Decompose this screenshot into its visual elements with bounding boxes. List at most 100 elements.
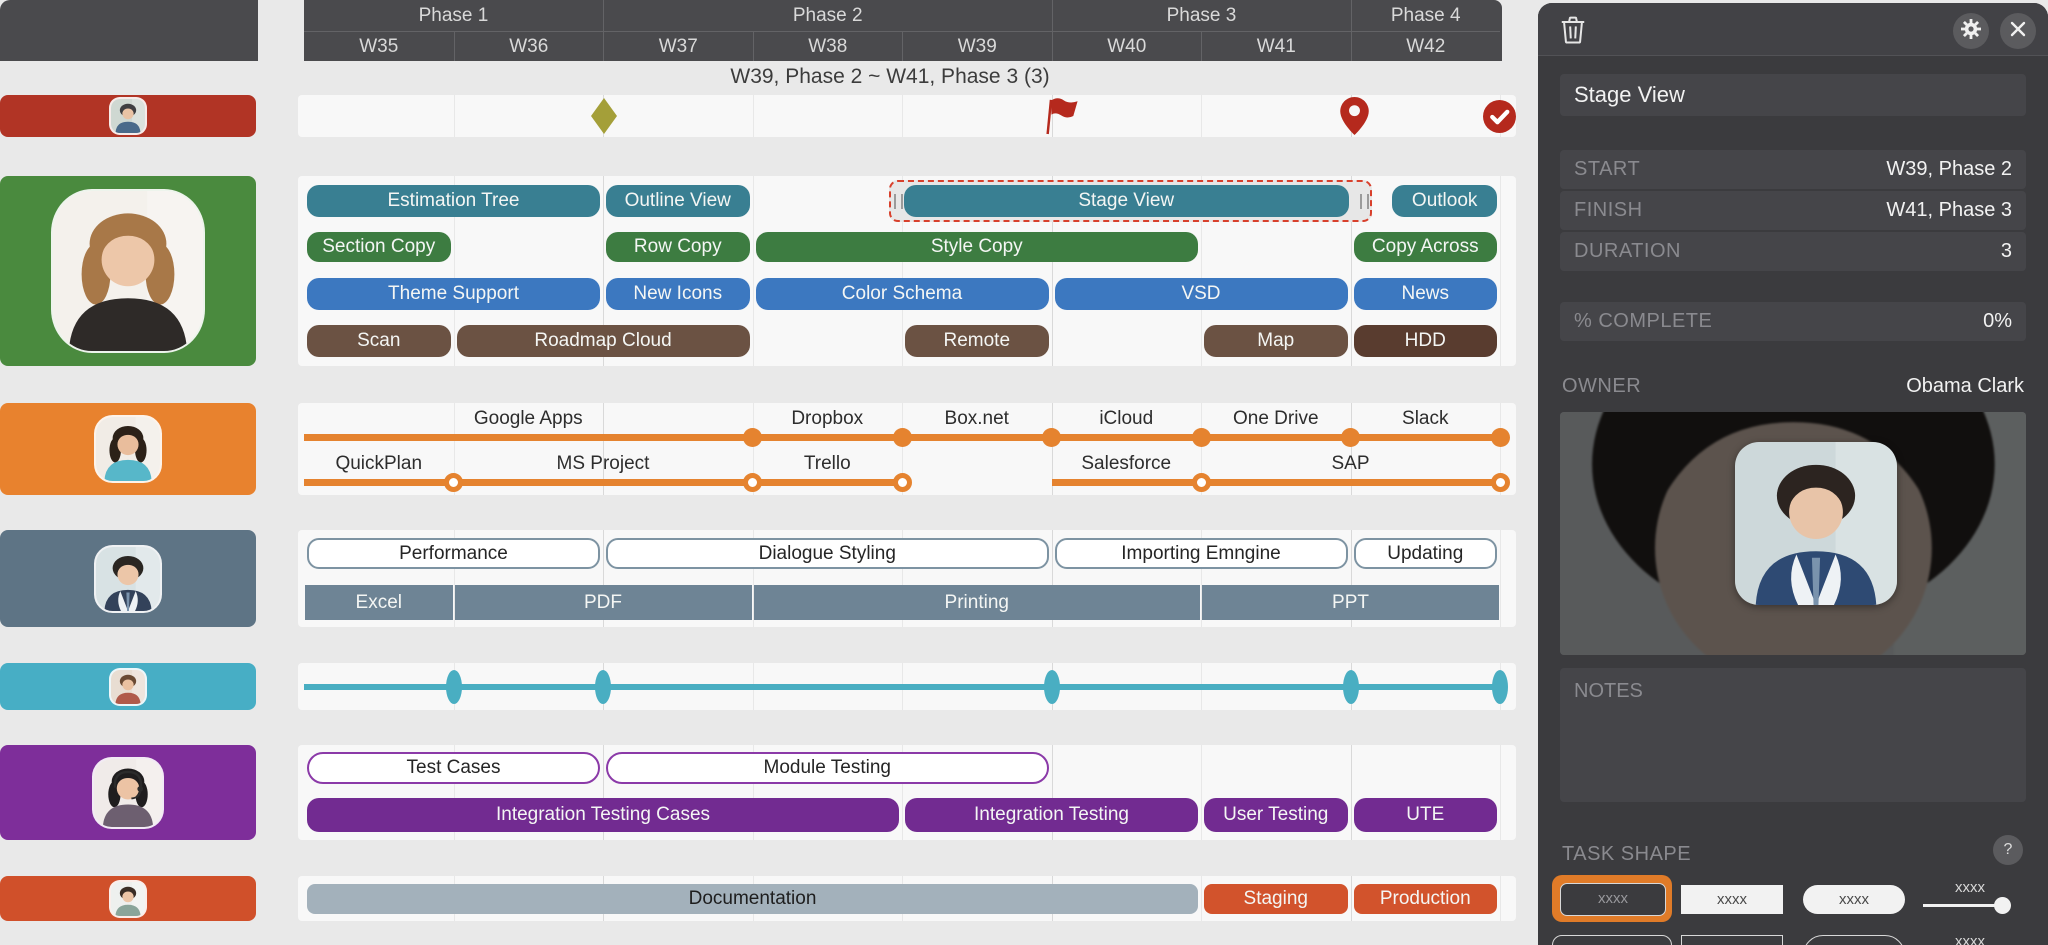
task-bar[interactable]: Excel (305, 585, 453, 620)
milestone-diamond-icon[interactable] (585, 95, 623, 137)
shape-option-line-dot-label[interactable]: xxxx (1955, 879, 1985, 896)
task-bar[interactable]: PPT (1202, 585, 1499, 620)
task-line-segment[interactable] (1051, 479, 1500, 486)
drag-handle-left[interactable] (894, 193, 903, 209)
task-bar[interactable]: New Icons (606, 278, 750, 310)
task-bar[interactable]: Copy Across (1353, 232, 1497, 262)
milestone-flag-icon[interactable] (1041, 95, 1079, 137)
timeline-node[interactable] (1342, 670, 1359, 704)
line-task-label[interactable]: QuickPlan (335, 453, 423, 474)
task-bar[interactable]: VSD (1054, 278, 1348, 310)
field-duration[interactable]: DURATION 3 (1560, 232, 2026, 271)
milestone-check-icon[interactable] (1481, 95, 1519, 137)
line-task-label[interactable]: Salesforce (1081, 453, 1172, 474)
line-task-label[interactable]: Google Apps (473, 408, 583, 429)
task-bar[interactable]: Estimation Tree (307, 185, 600, 217)
shape-option-line-open-dot-label[interactable]: xxxx (1955, 933, 1985, 945)
line-task-label[interactable]: Slack (1402, 408, 1449, 429)
task-bar[interactable]: Stage View (904, 185, 1349, 217)
task-line-node[interactable] (743, 427, 762, 447)
milestone-pin-icon[interactable] (1335, 95, 1373, 137)
week-header-w36[interactable]: W36 (453, 31, 603, 61)
task-line-node[interactable] (1490, 427, 1510, 447)
delete-task-button[interactable] (1560, 15, 1586, 49)
task-bar[interactable]: Test Cases (307, 752, 600, 784)
task-bar[interactable]: HDD (1353, 325, 1497, 357)
task-bar[interactable]: Map (1204, 325, 1348, 357)
settings-button[interactable] (1953, 13, 1989, 49)
line-task-label[interactable]: Dropbox (791, 408, 864, 429)
task-bar[interactable]: Documentation (307, 884, 1198, 914)
field-percent-complete[interactable]: % COMPLETE 0% (1560, 302, 2026, 341)
task-line-node[interactable] (1341, 427, 1360, 447)
shape-option-rect-filled[interactable]: xxxx (1681, 885, 1783, 914)
task-line-segment[interactable] (304, 479, 902, 486)
timeline-node[interactable] (595, 670, 611, 704)
task-bar[interactable]: Outline View (606, 185, 750, 217)
task-bar[interactable]: Printing (753, 585, 1200, 620)
task-title-input[interactable]: Stage View (1560, 74, 2026, 116)
task-bar[interactable]: Performance (307, 538, 600, 569)
task-bar[interactable]: Outlook (1392, 185, 1497, 217)
drag-handle-right[interactable] (1359, 193, 1369, 209)
shape-option-pill-outline[interactable] (1803, 935, 1905, 945)
phase-header-phase-3[interactable]: Phase 3 (1051, 0, 1351, 31)
row-avatar-design[interactable] (53, 191, 203, 351)
week-header-w37[interactable]: W37 (603, 31, 753, 61)
row-avatar-release[interactable] (111, 881, 145, 916)
week-header-w42[interactable]: W42 (1350, 31, 1500, 61)
task-bar[interactable]: Section Copy (307, 232, 451, 262)
task-bar[interactable]: Theme Support (307, 278, 600, 310)
task-bar[interactable]: UTE (1353, 798, 1497, 832)
shape-option-pill-filled[interactable]: xxxx (1803, 885, 1905, 914)
row-avatar-milestones[interactable] (111, 99, 145, 133)
row-avatar-testing[interactable] (94, 758, 162, 827)
shape-option-rect-outline[interactable] (1681, 935, 1783, 945)
task-bar[interactable]: Row Copy (606, 232, 750, 262)
field-finish[interactable]: FINISH W41, Phase 3 (1560, 191, 2026, 230)
week-header-w35[interactable]: W35 (304, 31, 454, 61)
line-task-label[interactable]: Box.net (944, 408, 1009, 429)
shape-option-rounded-outline[interactable] (1552, 935, 1672, 945)
week-header-w39[interactable]: W39 (902, 31, 1052, 61)
task-line-node-open[interactable] (892, 472, 912, 492)
week-header-w38[interactable]: W38 (752, 31, 902, 61)
notes-textarea[interactable]: NOTES (1560, 668, 2026, 802)
field-start[interactable]: START W39, Phase 2 (1560, 150, 2026, 189)
timeline-line[interactable] (304, 684, 1500, 690)
line-task-label[interactable]: iCloud (1099, 408, 1154, 429)
shape-option-line[interactable] (1923, 904, 1997, 907)
line-task-label[interactable]: One Drive (1232, 408, 1319, 429)
task-bar[interactable]: Scan (307, 325, 451, 357)
phase-header-phase-2[interactable]: Phase 2 (603, 0, 1052, 31)
task-bar[interactable]: Integration Testing (905, 798, 1198, 832)
timeline-node[interactable] (445, 670, 462, 704)
task-line-node-open[interactable] (1191, 472, 1211, 492)
task-line-node[interactable] (892, 427, 912, 447)
week-header-w40[interactable]: W40 (1051, 31, 1201, 61)
task-bar[interactable]: Color Schema (755, 278, 1049, 310)
task-line-node[interactable] (1191, 427, 1211, 447)
shape-option-rounded-filled-selected[interactable]: xxxx (1552, 875, 1672, 922)
shape-option-line-dot[interactable] (1994, 897, 2011, 914)
week-header-w41[interactable]: W41 (1201, 31, 1351, 61)
line-task-label[interactable]: Trello (803, 453, 851, 474)
close-panel-button[interactable] (2000, 13, 2036, 49)
task-line-node-open[interactable] (743, 472, 762, 492)
phase-header-phase-1[interactable]: Phase 1 (418, 5, 489, 26)
task-bar[interactable]: Remote (905, 325, 1049, 357)
task-line-node-open[interactable] (1490, 472, 1510, 492)
task-line-node[interactable] (1042, 427, 1061, 447)
task-bar[interactable]: Module Testing (606, 752, 1049, 784)
timeline-node[interactable] (1492, 670, 1508, 704)
task-bar[interactable]: Updating (1353, 538, 1497, 569)
phase-header-phase-4[interactable]: Phase 4 (1350, 0, 1501, 31)
task-bar[interactable]: Integration Testing Cases (307, 798, 899, 832)
field-owner[interactable]: OWNER Obama Clark (1560, 375, 2026, 398)
task-bar[interactable]: Staging (1204, 884, 1348, 914)
line-task-label[interactable]: SAP (1331, 453, 1370, 474)
task-line-node-open[interactable] (444, 472, 463, 492)
task-bar[interactable]: Importing Emngine (1054, 538, 1348, 569)
task-bar[interactable]: Dialogue Styling (606, 538, 1049, 569)
task-shape-help-button[interactable]: ? (1993, 835, 2023, 865)
